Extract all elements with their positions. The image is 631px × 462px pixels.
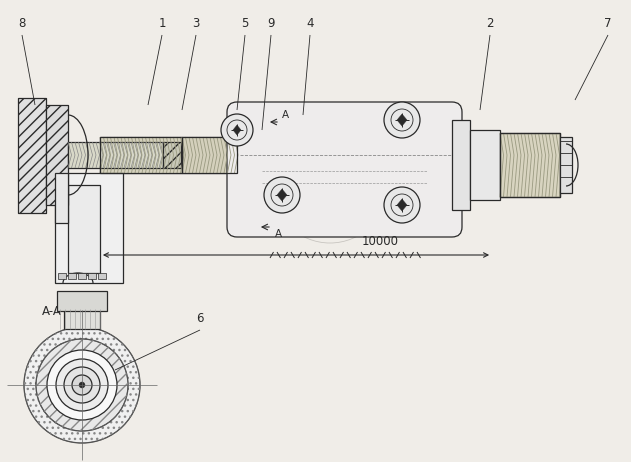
- Bar: [500, 133, 560, 197]
- Bar: [560, 137, 572, 193]
- Bar: [88, 273, 96, 279]
- Text: 8: 8: [18, 17, 26, 30]
- Bar: [57, 291, 107, 311]
- Bar: [55, 173, 68, 223]
- Bar: [100, 137, 182, 173]
- Bar: [100, 137, 182, 173]
- Bar: [18, 98, 46, 213]
- Text: 9: 9: [268, 17, 274, 30]
- Bar: [55, 173, 123, 283]
- Circle shape: [384, 102, 420, 138]
- Circle shape: [79, 382, 85, 388]
- Bar: [182, 137, 237, 173]
- Bar: [68, 273, 76, 279]
- Bar: [163, 142, 181, 168]
- Bar: [68, 142, 163, 168]
- Bar: [470, 130, 500, 200]
- Polygon shape: [233, 125, 241, 135]
- Text: TOPEX: TOPEX: [263, 168, 397, 202]
- Circle shape: [264, 177, 300, 213]
- Circle shape: [56, 359, 108, 411]
- Polygon shape: [397, 199, 407, 211]
- Bar: [182, 137, 237, 173]
- Polygon shape: [397, 114, 407, 126]
- Circle shape: [36, 339, 128, 431]
- Circle shape: [221, 114, 253, 146]
- Bar: [500, 133, 560, 197]
- Circle shape: [47, 350, 117, 420]
- Text: 7: 7: [604, 17, 611, 30]
- Bar: [68, 185, 100, 273]
- Bar: [78, 273, 86, 279]
- Text: 2: 2: [487, 17, 493, 30]
- Text: 6: 6: [196, 312, 204, 325]
- Bar: [58, 273, 66, 279]
- Bar: [452, 120, 470, 210]
- Bar: [98, 273, 106, 279]
- Polygon shape: [277, 189, 287, 201]
- Circle shape: [72, 375, 92, 395]
- Text: A: A: [275, 229, 282, 239]
- Text: 4: 4: [306, 17, 314, 30]
- Bar: [64, 309, 100, 329]
- Bar: [163, 142, 181, 168]
- Circle shape: [64, 367, 100, 403]
- Text: 10000: 10000: [362, 235, 399, 248]
- Text: 3: 3: [192, 17, 199, 30]
- Bar: [100, 137, 492, 173]
- Bar: [46, 105, 68, 205]
- Bar: [18, 98, 46, 213]
- Text: 5: 5: [241, 17, 249, 30]
- Circle shape: [384, 187, 420, 223]
- Text: A-A: A-A: [42, 305, 62, 318]
- FancyBboxPatch shape: [227, 102, 462, 237]
- Text: 1: 1: [158, 17, 166, 30]
- Text: A: A: [282, 110, 289, 120]
- Bar: [46, 105, 68, 205]
- Circle shape: [24, 327, 140, 443]
